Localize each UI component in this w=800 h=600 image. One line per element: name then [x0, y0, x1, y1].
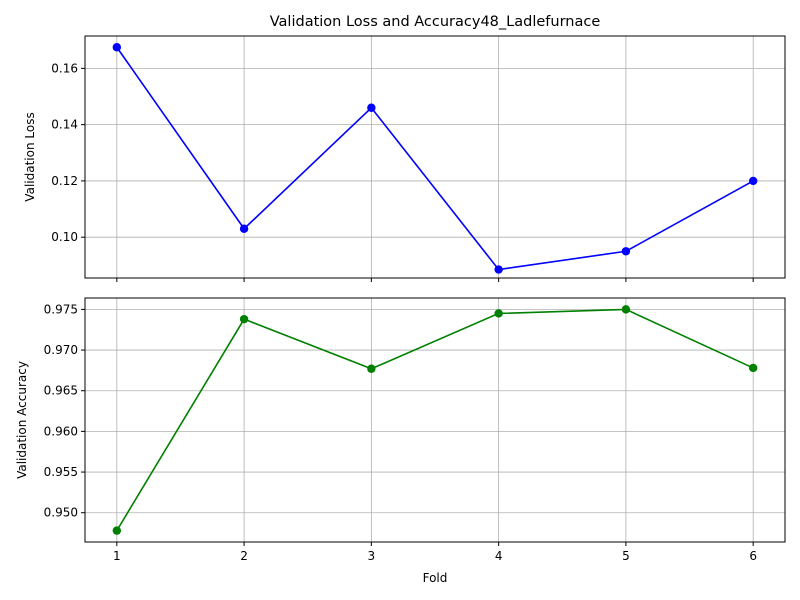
accuracy-data-point: [239, 314, 249, 324]
accuracy-data-point: [494, 309, 503, 318]
x-axis-label: Fold: [423, 571, 448, 585]
loss-data-point: [494, 265, 503, 274]
loss-series-line: [116, 46, 754, 271]
loss-ytick-label: 0.16: [51, 61, 78, 75]
loss-ytick-label: 0.12: [51, 174, 78, 188]
loss-grid: [85, 36, 785, 278]
accuracy-data-point: [621, 305, 631, 314]
accuracy-xtick-label: 2: [240, 549, 248, 563]
accuracy-data-point: [748, 363, 758, 373]
accuracy-ytick-label: 0.955: [44, 465, 78, 479]
accuracy-axes-frame: [84, 297, 786, 543]
accuracy-ytick-label: 0.970: [44, 343, 78, 357]
accuracy-grid: [85, 298, 785, 542]
accuracy-axes: 0.950 0.955 0.960 0.965 0.970 0.975 1 2 3 4 5 6: [44, 297, 786, 563]
loss-y-axis-label: Validation Loss: [23, 112, 37, 201]
accuracy-series: [112, 305, 758, 535]
accuracy-ytick-label: 0.965: [44, 384, 78, 398]
loss-data-point: [621, 247, 631, 256]
accuracy-xtick-label: 6: [749, 549, 757, 563]
accuracy-ytick-label: 0.975: [44, 302, 78, 316]
chart-title: Validation Loss and Accuracy48_Ladlefurn…: [270, 14, 601, 30]
accuracy-series-line: [116, 308, 754, 532]
accuracy-xtick-label: 5: [622, 549, 630, 563]
accuracy-xtick-label: 4: [495, 549, 503, 563]
loss-subplot: 0.10 0.12 0.14 0.16 Validation Loss: [23, 35, 786, 282]
loss-ytick-label: 0.10: [51, 230, 78, 244]
loss-axes: 0.10 0.12 0.14 0.16: [51, 35, 786, 282]
accuracy-ytick-label: 0.950: [44, 506, 78, 520]
loss-data-point: [239, 224, 249, 233]
loss-series: [112, 43, 758, 274]
accuracy-ytick-label: 0.960: [44, 424, 78, 438]
accuracy-data-point: [367, 364, 376, 373]
accuracy-xtick-label: 3: [368, 549, 376, 563]
accuracy-xtick-label: 1: [113, 549, 121, 563]
accuracy-subplot: 0.950 0.955 0.960 0.965 0.970 0.975 1 2 3 4 5 6 Val…: [15, 297, 786, 585]
loss-data-point: [748, 176, 758, 186]
accuracy-y-axis-label: Validation Accuracy: [15, 361, 29, 479]
loss-ytick-label: 0.14: [51, 118, 78, 132]
loss-data-point: [367, 103, 376, 112]
loss-data-point: [112, 43, 122, 52]
loss-axes-frame: [84, 35, 786, 279]
accuracy-data-point: [112, 526, 122, 535]
